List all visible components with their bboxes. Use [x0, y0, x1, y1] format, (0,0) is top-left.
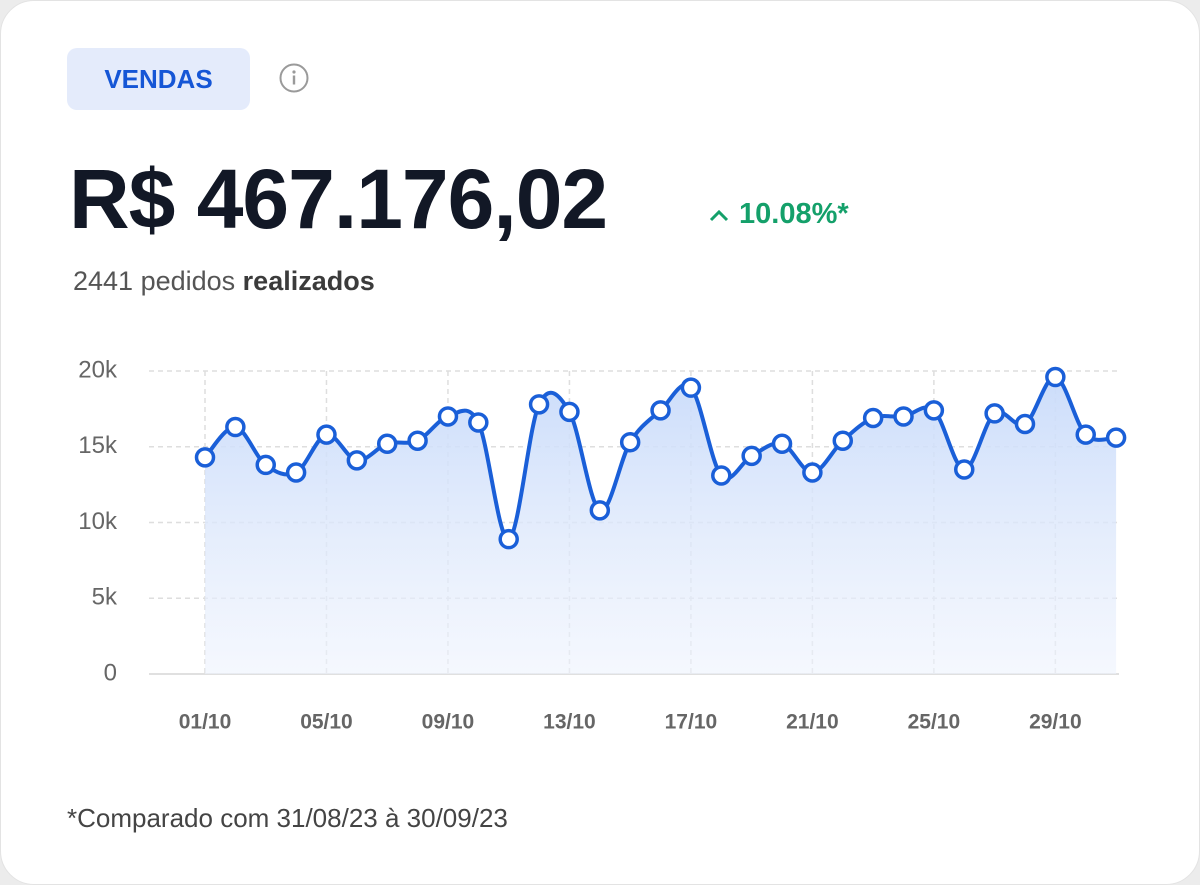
- point: [316, 424, 337, 445]
- up-caret: [709, 209, 729, 222]
- point: [862, 407, 884, 429]
- point: [680, 377, 702, 398]
- info-icon[interactable]: [279, 63, 309, 93]
- point: [468, 412, 489, 433]
- point: [255, 454, 276, 476]
- point: [802, 462, 823, 483]
- point: [225, 416, 246, 438]
- orders: 2441 pedidos realizados: [73, 266, 375, 297]
- badge[interactable]: VENDAS: [67, 48, 250, 110]
- y-tick-label: 0: [104, 659, 117, 686]
- x-tick-label: 01/10: [179, 711, 232, 734]
- orders-label: realizados: [242, 266, 375, 296]
- orders-count: 2441 pedidos: [73, 266, 236, 296]
- point: [498, 528, 519, 550]
- y-tick-label: 20k: [78, 356, 118, 383]
- x-tick-label: 13/10: [543, 711, 596, 734]
- point: [771, 433, 793, 454]
- x-tick-label: 25/10: [908, 711, 961, 734]
- x-tick-label: 29/10: [1029, 711, 1082, 734]
- x-tick-label: 17/10: [665, 711, 718, 734]
- point: [1075, 424, 1096, 445]
- x-tick-label: 09/10: [422, 711, 475, 734]
- change-value: 10.08%*: [739, 198, 849, 230]
- y-tick-label: 5k: [92, 584, 118, 611]
- footnote: *Comparado com 31/08/23 à 30/09/23: [67, 803, 508, 833]
- point: [954, 459, 975, 480]
- change: 10.08%*: [709, 198, 849, 231]
- x-tick-label: 21/10: [786, 711, 839, 734]
- point: [711, 465, 732, 486]
- point: [741, 445, 762, 467]
- point: [559, 401, 580, 423]
- point: [619, 431, 641, 453]
- chart: 0 5k 10k 15k 20k 01/10 05/10 09/10 13/10 17/10 21/…: [78, 356, 1127, 734]
- point: [832, 430, 854, 451]
- point: [346, 450, 368, 471]
- y-tick-label: 15k: [78, 432, 118, 459]
- y-tick-label: 10k: [78, 508, 118, 535]
- point: [285, 462, 307, 483]
- amount: R$ 467.176,02: [69, 152, 608, 246]
- x-tick-label: 05/10: [300, 711, 353, 734]
- point: [650, 400, 671, 421]
- point: [376, 433, 398, 454]
- point: [194, 447, 216, 468]
- area: [205, 377, 1117, 674]
- point: [1105, 427, 1127, 448]
- point: [984, 403, 1005, 424]
- point: [923, 400, 945, 421]
- point: [893, 406, 914, 427]
- point: [437, 406, 459, 427]
- point: [407, 430, 428, 451]
- point: [1045, 366, 1066, 388]
- point: [589, 500, 611, 521]
- point: [528, 394, 550, 415]
- point: [1014, 413, 1036, 435]
